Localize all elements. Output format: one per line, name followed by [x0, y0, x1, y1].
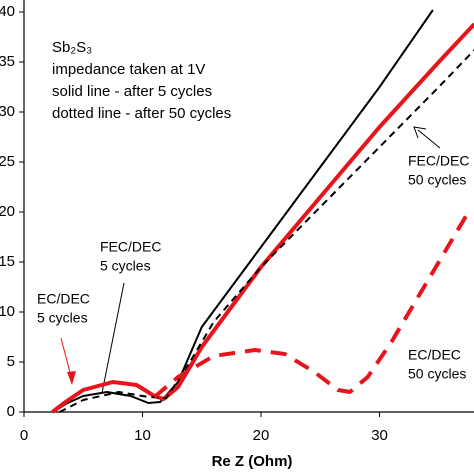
- info-text: impedance taken at 1V: [52, 61, 205, 78]
- x-axis-label: Re Z (Ohm): [212, 453, 293, 470]
- arrowhead: [67, 371, 76, 385]
- annotation: 5 cycles: [37, 310, 88, 326]
- annotation: FEC/DEC: [100, 239, 161, 255]
- info-text: Sb₂S₃: [52, 39, 92, 56]
- arrowhead: [413, 126, 427, 139]
- x-tick-label: 30: [371, 427, 388, 444]
- series-line: [53, 9, 434, 413]
- series-line: [51, 22, 474, 414]
- annotation: 50 cycles: [408, 172, 466, 188]
- y-tick-label: 10: [0, 303, 15, 320]
- y-tick-label: 35: [0, 53, 15, 70]
- info-text: dotted line - after 50 cycles: [52, 105, 231, 122]
- series-line: [153, 210, 471, 399]
- y-tick-label: 15: [0, 253, 15, 270]
- annotation: EC/DEC: [37, 291, 90, 307]
- arrow: [417, 129, 441, 149]
- y-tick-label: 25: [0, 153, 15, 170]
- x-tick-label: 20: [253, 427, 270, 444]
- arrow: [101, 282, 125, 394]
- y-tick-label: 5: [7, 353, 15, 370]
- y-tick-label: 20: [0, 203, 15, 220]
- annotation: 50 cycles: [408, 366, 466, 382]
- annotation: EC/DEC: [408, 347, 461, 363]
- annotation: 5 cycles: [100, 258, 151, 274]
- x-tick-label: 0: [20, 427, 28, 444]
- y-tick-label: 30: [0, 103, 15, 120]
- annotation: FEC/DEC: [408, 153, 469, 169]
- x-tick-label: 10: [134, 427, 151, 444]
- y-tick-label: 0: [7, 403, 15, 420]
- info-text: solid line - after 5 cycles: [52, 83, 212, 100]
- y-tick-label: 40: [0, 3, 15, 20]
